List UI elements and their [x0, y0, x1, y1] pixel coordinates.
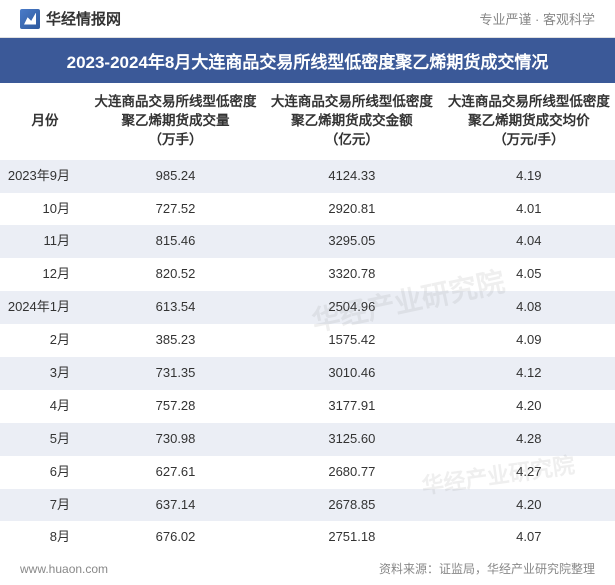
cell-month: 10月 [0, 193, 90, 226]
table-row: 7月637.142678.854.20 [0, 489, 615, 522]
cell-volume: 627.61 [90, 456, 261, 489]
page-footer: www.huaon.com 资料来源：证监局，华经产业研究院整理 [0, 554, 615, 585]
logo-section: 华经情报网 [20, 8, 121, 29]
table-row: 6月627.612680.774.27 [0, 456, 615, 489]
cell-avg: 4.20 [443, 390, 615, 423]
cell-month: 8月 [0, 521, 90, 554]
cell-volume: 985.24 [90, 160, 261, 193]
table-row: 4月757.283177.914.20 [0, 390, 615, 423]
cell-volume: 676.02 [90, 521, 261, 554]
table-row: 12月820.523320.784.05 [0, 258, 615, 291]
footer-source: 资料来源：证监局，华经产业研究院整理 [379, 560, 595, 577]
chart-title: 2023-2024年8月大连商品交易所线型低密度聚乙烯期货成交情况 [0, 38, 615, 83]
cell-avg: 4.12 [443, 357, 615, 390]
table-row: 2023年9月985.244124.334.19 [0, 160, 615, 193]
logo-text: 华经情报网 [46, 8, 121, 29]
cell-avg: 4.08 [443, 291, 615, 324]
table-body: 2023年9月985.244124.334.1910月727.522920.81… [0, 160, 615, 555]
footer-url: www.huaon.com [20, 562, 108, 576]
cell-amount: 1575.42 [261, 324, 443, 357]
cell-amount: 2680.77 [261, 456, 443, 489]
cell-month: 12月 [0, 258, 90, 291]
cell-avg: 4.01 [443, 193, 615, 226]
cell-amount: 3125.60 [261, 423, 443, 456]
page-header: 华经情报网 专业严谨 · 客观科学 [0, 0, 615, 38]
cell-volume: 731.35 [90, 357, 261, 390]
cell-month: 2023年9月 [0, 160, 90, 193]
cell-amount: 4124.33 [261, 160, 443, 193]
cell-avg: 4.05 [443, 258, 615, 291]
cell-volume: 815.46 [90, 225, 261, 258]
header-tagline: 专业严谨 · 客观科学 [479, 9, 595, 28]
col-avg: 大连商品交易所线型低密度聚乙烯期货成交均价（万元/手） [443, 83, 615, 160]
cell-avg: 4.09 [443, 324, 615, 357]
cell-amount: 2920.81 [261, 193, 443, 226]
cell-month: 2024年1月 [0, 291, 90, 324]
table-header-row: 月份 大连商品交易所线型低密度聚乙烯期货成交量（万手） 大连商品交易所线型低密度… [0, 83, 615, 160]
cell-month: 6月 [0, 456, 90, 489]
cell-avg: 4.27 [443, 456, 615, 489]
cell-avg: 4.04 [443, 225, 615, 258]
cell-volume: 730.98 [90, 423, 261, 456]
cell-volume: 385.23 [90, 324, 261, 357]
cell-amount: 3177.91 [261, 390, 443, 423]
cell-avg: 4.20 [443, 489, 615, 522]
cell-volume: 757.28 [90, 390, 261, 423]
cell-amount: 3320.78 [261, 258, 443, 291]
cell-amount: 2678.85 [261, 489, 443, 522]
table-row: 3月731.353010.464.12 [0, 357, 615, 390]
cell-avg: 4.28 [443, 423, 615, 456]
table-row: 2024年1月613.542504.964.08 [0, 291, 615, 324]
table-row: 11月815.463295.054.04 [0, 225, 615, 258]
cell-amount: 3010.46 [261, 357, 443, 390]
col-amount: 大连商品交易所线型低密度聚乙烯期货成交金额（亿元） [261, 83, 443, 160]
cell-volume: 820.52 [90, 258, 261, 291]
cell-month: 5月 [0, 423, 90, 456]
col-volume: 大连商品交易所线型低密度聚乙烯期货成交量（万手） [90, 83, 261, 160]
cell-month: 4月 [0, 390, 90, 423]
cell-avg: 4.19 [443, 160, 615, 193]
cell-amount: 3295.05 [261, 225, 443, 258]
cell-amount: 2504.96 [261, 291, 443, 324]
table-row: 10月727.522920.814.01 [0, 193, 615, 226]
cell-amount: 2751.18 [261, 521, 443, 554]
cell-volume: 727.52 [90, 193, 261, 226]
cell-volume: 613.54 [90, 291, 261, 324]
col-month: 月份 [0, 83, 90, 160]
cell-volume: 637.14 [90, 489, 261, 522]
table-row: 2月385.231575.424.09 [0, 324, 615, 357]
logo-icon [20, 9, 40, 29]
cell-month: 3月 [0, 357, 90, 390]
cell-month: 7月 [0, 489, 90, 522]
cell-month: 11月 [0, 225, 90, 258]
table-row: 8月676.022751.184.07 [0, 521, 615, 554]
table-row: 5月730.983125.604.28 [0, 423, 615, 456]
data-table: 月份 大连商品交易所线型低密度聚乙烯期货成交量（万手） 大连商品交易所线型低密度… [0, 83, 615, 554]
data-table-container: 月份 大连商品交易所线型低密度聚乙烯期货成交量（万手） 大连商品交易所线型低密度… [0, 83, 615, 554]
cell-month: 2月 [0, 324, 90, 357]
cell-avg: 4.07 [443, 521, 615, 554]
